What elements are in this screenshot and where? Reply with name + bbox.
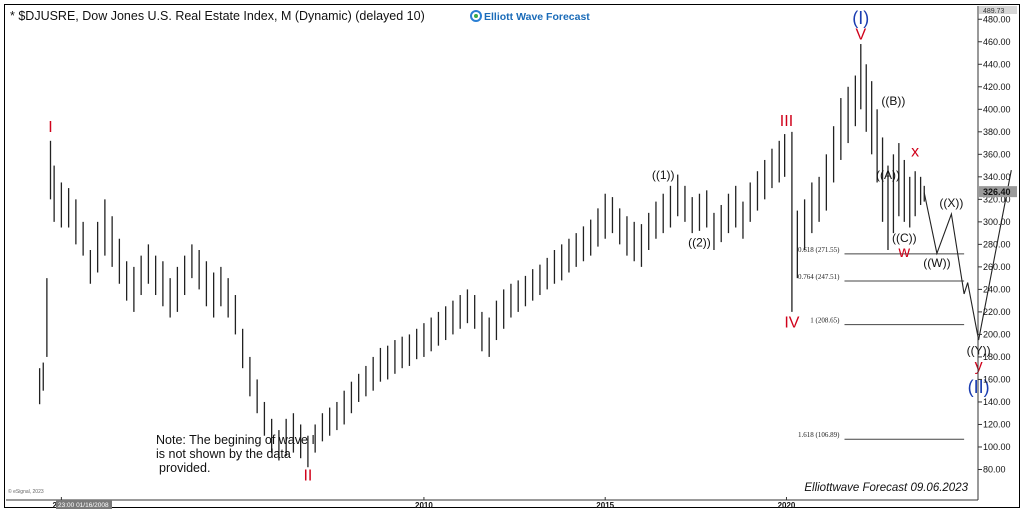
wave-label-17: (II) xyxy=(968,377,990,397)
wave-label-1: II xyxy=(303,468,312,485)
fib-label-2: 1 (208.65) xyxy=(810,317,840,325)
y-tick-label-3: 140.00 xyxy=(983,397,1011,407)
fib-label-0: 0.618 (271.55) xyxy=(798,246,840,254)
cursor-box xyxy=(56,500,112,509)
price-axis: 80.00 100.00 120.00 140.00 160.00 180.00 200.0… xyxy=(977,6,1017,500)
y-tick-label-2: 120.00 xyxy=(983,419,1011,429)
y-tick-label-12: 320.00 xyxy=(983,194,1011,204)
y-tick-label-11: 300.00 xyxy=(983,217,1011,227)
fib-label-1: 0.764 (247.51) xyxy=(798,273,840,281)
projection-path xyxy=(923,169,1012,341)
y-tick-label-20: 480.00 xyxy=(983,14,1011,24)
y-tick-label-1: 100.00 xyxy=(983,442,1011,452)
wave-label-16: y xyxy=(975,357,983,374)
watermark: Elliottwave Forecast 09.06.2023 xyxy=(804,482,968,494)
fib-levels: 0.618 (271.55) 0.764 (247.51) 1 (208.65) 1.… xyxy=(798,246,965,440)
x-tick-label-1: 2010 xyxy=(415,501,433,510)
logo-icon-dot xyxy=(474,14,478,18)
y-tick-label-18: 440.00 xyxy=(983,59,1011,69)
wave-label-5: (I) xyxy=(852,8,869,28)
top-price-label: 489.73 xyxy=(983,8,1005,15)
price-bars xyxy=(38,44,925,468)
wave-label-9: ((B)) xyxy=(881,94,905,108)
chart-title: * $DJUSRE, Dow Jones U.S. Real Estate In… xyxy=(10,9,425,23)
y-tick-label-15: 380.00 xyxy=(983,127,1011,137)
wave-label-6: ((1)) xyxy=(652,168,675,182)
top-price-box xyxy=(979,6,1017,14)
wave-label-12: x xyxy=(911,144,919,161)
annotations: * $DJUSRE, Dow Jones U.S. Real Estate In… xyxy=(8,9,969,495)
y-tick-label-6: 200.00 xyxy=(983,329,1011,339)
projection-line xyxy=(923,169,1012,341)
y-tick-label-5: 180.00 xyxy=(983,352,1011,362)
y-tick-label-9: 260.00 xyxy=(983,262,1011,272)
note-line-2: provided. xyxy=(159,461,210,475)
wave-label-8: ((A)) xyxy=(876,168,900,182)
wave-label-10: ((C)) xyxy=(892,231,917,245)
y-tick-label-8: 240.00 xyxy=(983,284,1011,294)
time-axis: 200020102015202023:00 01/16/2008 xyxy=(6,497,978,510)
y-tick-label-4: 160.00 xyxy=(983,374,1011,384)
wave-label-7: ((2)) xyxy=(688,236,711,250)
x-tick-label-3: 2020 xyxy=(778,501,796,510)
note-line-1: is not shown by the data xyxy=(156,447,291,461)
wave-label-3: IV xyxy=(784,315,799,332)
last-price-label: 326.40 xyxy=(983,187,1011,197)
wave-label-4: V xyxy=(855,27,866,44)
logo-text: Elliott Wave Forecast xyxy=(484,11,590,23)
y-tick-label-13: 340.00 xyxy=(983,172,1011,182)
note-line-0: Note: The begining of wave I xyxy=(156,433,315,447)
cursor-label: 23:00 01/16/2008 xyxy=(58,502,109,509)
wave-labels: IIIIIIIVV(I)((1))((2))((A))((B))((C))wx(… xyxy=(48,8,990,485)
wave-label-14: ((X)) xyxy=(939,196,963,210)
wave-label-2: III xyxy=(780,113,793,130)
y-tick-label-17: 420.00 xyxy=(983,82,1011,92)
logo-icon xyxy=(470,10,482,22)
fib-label-3: 1.618 (106.89) xyxy=(798,431,840,439)
wave-label-13: ((W)) xyxy=(923,256,950,270)
y-tick-label-19: 460.00 xyxy=(983,37,1011,47)
wave-label-11: w xyxy=(898,244,911,261)
y-tick-label-14: 360.00 xyxy=(983,149,1011,159)
y-tick-label-16: 400.00 xyxy=(983,104,1011,114)
x-tick-label-2: 2015 xyxy=(596,501,614,510)
wave-label-15: ((Y)) xyxy=(967,344,991,358)
y-tick-label-7: 220.00 xyxy=(983,307,1011,317)
y-tick-label-10: 280.00 xyxy=(983,239,1011,249)
chart-frame xyxy=(4,4,1020,508)
wave-label-0: I xyxy=(48,119,52,136)
copyright: © eSignal, 2023 xyxy=(8,488,44,495)
last-price-box xyxy=(979,186,1017,198)
y-tick-label-0: 80.00 xyxy=(983,464,1006,474)
